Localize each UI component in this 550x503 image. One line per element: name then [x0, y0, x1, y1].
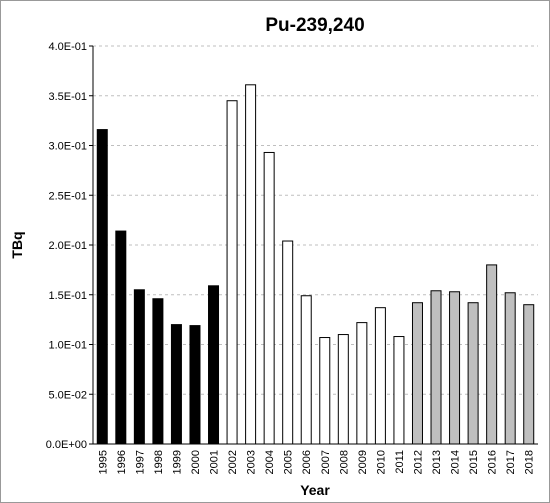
bar	[337, 334, 349, 445]
x-tick-label: 2002	[227, 450, 239, 474]
x-tick-label: 2005	[283, 450, 295, 474]
x-axis-title: Year	[300, 482, 330, 498]
x-tick-label: 2000	[190, 450, 202, 474]
y-tick-label: 5.0E-02	[48, 389, 87, 401]
bar	[208, 285, 220, 445]
x-tick-label: 2018	[524, 450, 536, 474]
y-tick-label: 3.5E-01	[48, 91, 87, 103]
x-tick-label: 2007	[320, 450, 332, 474]
x-tick-label: 2015	[468, 450, 480, 474]
x-tick-label: 1997	[134, 450, 146, 474]
x-tick-label: 2017	[505, 450, 517, 474]
bar	[467, 302, 479, 445]
chart-title: Pu-239,240	[265, 15, 364, 36]
y-tick-label: 4.0E-01	[48, 41, 87, 53]
bar	[152, 298, 164, 445]
x-tick-label: 2003	[246, 450, 258, 474]
x-tick-label: 2004	[264, 450, 276, 474]
y-tick-label: 1.0E-01	[48, 340, 87, 352]
y-tick-label: 0.0E+00	[46, 439, 87, 451]
x-tick-label: 2013	[431, 450, 443, 474]
y-tick-label: 2.0E-01	[48, 240, 87, 252]
bar	[356, 322, 368, 445]
y-axis-title: TBq	[9, 231, 25, 258]
bar	[300, 295, 312, 445]
x-tick-label: 1996	[116, 450, 128, 474]
bar	[263, 151, 275, 445]
y-tick-label: 3.0E-01	[48, 141, 87, 153]
x-tick-label: 2001	[209, 450, 221, 474]
bar	[282, 240, 294, 445]
x-tick-label: 1998	[153, 450, 165, 474]
bar	[319, 337, 331, 445]
bar	[226, 100, 238, 445]
x-tick-label: 2008	[338, 450, 350, 474]
bar	[486, 264, 498, 445]
x-tick-label: 1995	[97, 450, 109, 474]
bar	[411, 302, 423, 445]
bar	[449, 291, 461, 445]
x-tick-label: 2011	[394, 450, 406, 474]
bar	[374, 307, 386, 445]
bar	[245, 84, 257, 445]
bar	[115, 230, 127, 445]
bar	[170, 324, 182, 445]
x-tick-label: 2016	[487, 450, 499, 474]
x-tick-label: 2014	[450, 450, 462, 474]
bar	[133, 289, 145, 445]
y-tick-label: 1.5E-01	[48, 290, 87, 302]
x-tick-label: 1999	[171, 450, 183, 474]
x-tick-label: 2006	[301, 450, 313, 474]
bar	[504, 292, 516, 445]
x-tick-label: 2010	[375, 450, 387, 474]
x-tick-label: 2009	[357, 450, 369, 474]
bar	[189, 325, 201, 445]
bar	[393, 336, 405, 445]
bar	[96, 129, 108, 445]
bar	[430, 290, 442, 445]
bar	[523, 304, 535, 445]
x-tick-label: 2012	[412, 450, 424, 474]
y-tick-label: 2.5E-01	[48, 190, 87, 202]
